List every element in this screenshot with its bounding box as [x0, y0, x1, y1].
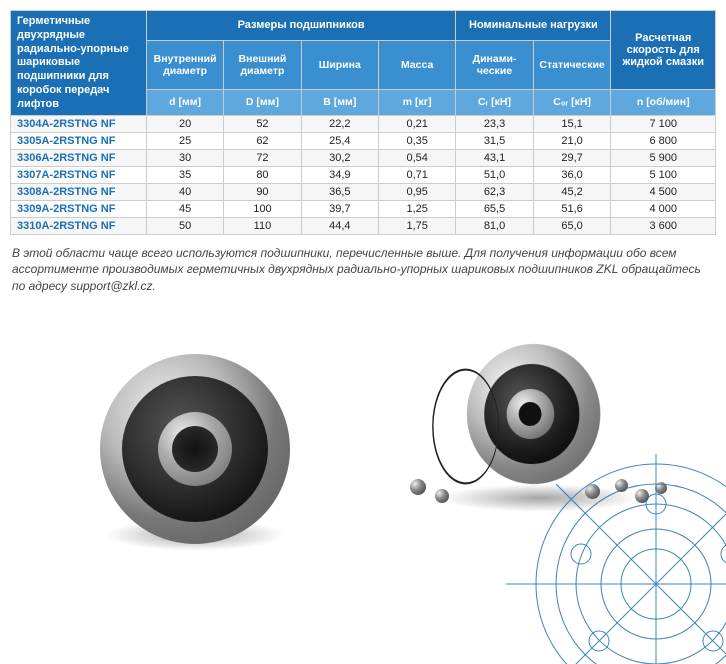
table-row: 3308A-2RSTNG NF409036,50,9562,345,24 500 — [11, 184, 716, 201]
row-Cr: 65,5 — [456, 201, 533, 218]
row-Cor: 45,2 — [533, 184, 611, 201]
row-D2: 72 — [224, 150, 301, 167]
row-B: 36,5 — [301, 184, 378, 201]
row-Cr: 62,3 — [456, 184, 533, 201]
row-Cor: 51,6 — [533, 201, 611, 218]
note-text: В этой области чаще всего используются п… — [12, 245, 714, 294]
hdr-sub-Cr: Динами-ческие — [456, 40, 533, 89]
row-n: 3 600 — [611, 218, 716, 235]
table-row: 3305A-2RSTNG NF256225,40,3531,521,06 800 — [11, 133, 716, 150]
row-d: 20 — [146, 116, 223, 133]
row-D2: 80 — [224, 167, 301, 184]
image-area — [0, 304, 726, 604]
hdr-unit-Cor: C₀ᵣ [кН] — [533, 89, 611, 116]
row-d: 50 — [146, 218, 223, 235]
row-d: 40 — [146, 184, 223, 201]
row-Cor: 21,0 — [533, 133, 611, 150]
row-name: 3305A-2RSTNG NF — [11, 133, 147, 150]
row-name: 3306A-2RSTNG NF — [11, 150, 147, 167]
hdr-group-dims: Размеры подшипников — [146, 11, 455, 41]
row-m: 0,95 — [378, 184, 455, 201]
row-B: 39,7 — [301, 201, 378, 218]
row-Cor: 15,1 — [533, 116, 611, 133]
hdr-sub-D2: Внешний диаметр — [224, 40, 301, 89]
row-name: 3304A-2RSTNG NF — [11, 116, 147, 133]
row-n: 6 800 — [611, 133, 716, 150]
row-D2: 100 — [224, 201, 301, 218]
row-d: 25 — [146, 133, 223, 150]
hdr-sub-B: Ширина — [301, 40, 378, 89]
row-B: 25,4 — [301, 133, 378, 150]
row-m: 1,25 — [378, 201, 455, 218]
hdr-unit-Cr: Cᵣ [кН] — [456, 89, 533, 116]
row-Cr: 43,1 — [456, 150, 533, 167]
row-B: 22,2 — [301, 116, 378, 133]
hdr-unit-d: d [мм] — [146, 89, 223, 116]
row-m: 0,71 — [378, 167, 455, 184]
row-B: 30,2 — [301, 150, 378, 167]
row-name: 3309A-2RSTNG NF — [11, 201, 147, 218]
row-m: 0,21 — [378, 116, 455, 133]
row-m: 1,75 — [378, 218, 455, 235]
table-row: 3307A-2RSTNG NF358034,90,7151,036,05 100 — [11, 167, 716, 184]
hdr-unit-D2: D [мм] — [224, 89, 301, 116]
hdr-sub-d: Внутренний диаметр — [146, 40, 223, 89]
blueprint-decoration — [446, 414, 726, 664]
row-m: 0,54 — [378, 150, 455, 167]
hdr-unit-B: B [мм] — [301, 89, 378, 116]
row-D2: 62 — [224, 133, 301, 150]
bearing-left-illustration — [100, 354, 290, 544]
hdr-unit-m: m [кг] — [378, 89, 455, 116]
row-B: 34,9 — [301, 167, 378, 184]
row-Cor: 65,0 — [533, 218, 611, 235]
table-row: 3310A-2RSTNG NF5011044,41,7581,065,03 60… — [11, 218, 716, 235]
row-Cr: 81,0 — [456, 218, 533, 235]
row-n: 5 100 — [611, 167, 716, 184]
row-name: 3308A-2RSTNG NF — [11, 184, 147, 201]
row-name: 3307A-2RSTNG NF — [11, 167, 147, 184]
table-row: 3306A-2RSTNG NF307230,20,5443,129,75 900 — [11, 150, 716, 167]
hdr-group-speed: Расчетная скорость для жидкой смазки — [611, 11, 716, 90]
table-row: 3304A-2RSTNG NF205222,20,2123,315,17 100 — [11, 116, 716, 133]
row-n: 7 100 — [611, 116, 716, 133]
row-m: 0,35 — [378, 133, 455, 150]
row-name: 3310A-2RSTNG NF — [11, 218, 147, 235]
row-D2: 110 — [224, 218, 301, 235]
row-d: 35 — [146, 167, 223, 184]
hdr-sub-Cor: Статические — [533, 40, 611, 89]
row-Cr: 31,5 — [456, 133, 533, 150]
row-D2: 90 — [224, 184, 301, 201]
row-d: 30 — [146, 150, 223, 167]
bearings-table: Герметичные двухрядные радиально-упорные… — [10, 10, 716, 235]
hdr-group-loads: Номинальные нагрузки — [456, 11, 611, 41]
row-d: 45 — [146, 201, 223, 218]
row-D2: 52 — [224, 116, 301, 133]
table-body: 3304A-2RSTNG NF205222,20,2123,315,17 100… — [11, 116, 716, 235]
row-Cor: 36,0 — [533, 167, 611, 184]
row-n: 4 500 — [611, 184, 716, 201]
table-title: Герметичные двухрядные радиально-упорные… — [11, 11, 147, 116]
row-Cr: 23,3 — [456, 116, 533, 133]
hdr-unit-n: n [об/мин] — [611, 89, 716, 116]
row-n: 5 900 — [611, 150, 716, 167]
table-row: 3309A-2RSTNG NF4510039,71,2565,551,64 00… — [11, 201, 716, 218]
row-B: 44,4 — [301, 218, 378, 235]
row-n: 4 000 — [611, 201, 716, 218]
row-Cor: 29,7 — [533, 150, 611, 167]
hdr-sub-m: Масса — [378, 40, 455, 89]
row-Cr: 51,0 — [456, 167, 533, 184]
